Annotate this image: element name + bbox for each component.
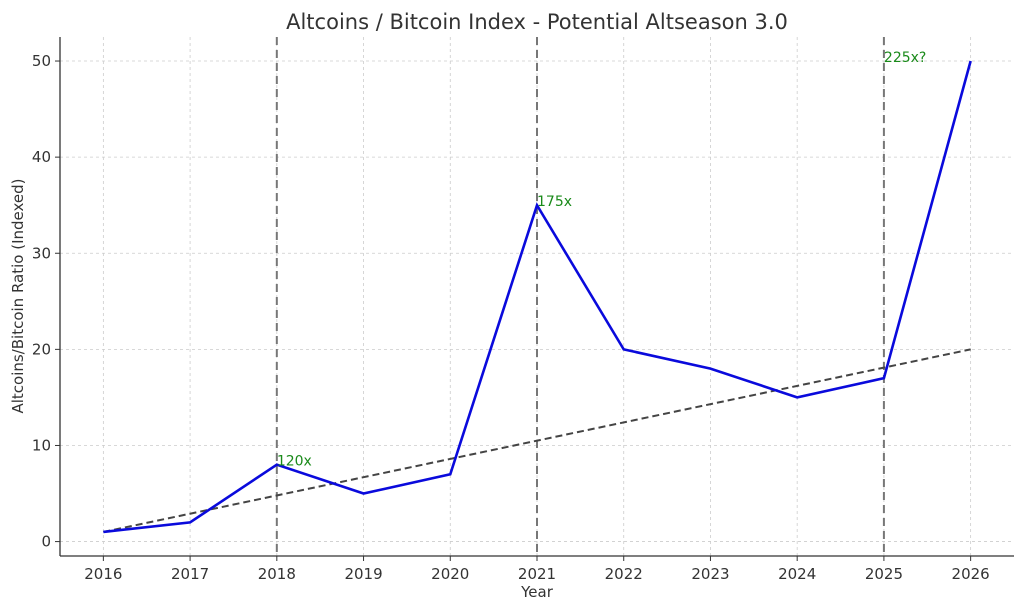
x-tick-label: 2018 xyxy=(258,565,296,583)
annotation-label: 225x? xyxy=(884,50,926,66)
x-tick-label: 2019 xyxy=(344,565,382,583)
annotations: 120x 175x 225x? xyxy=(277,50,927,470)
x-tick-label: 2023 xyxy=(691,565,729,583)
y-tick-label: 50 xyxy=(32,52,51,70)
series xyxy=(103,60,972,534)
x-tick-label: 2024 xyxy=(778,565,816,583)
x-tick-label: 2025 xyxy=(865,565,903,583)
y-tick-label: 0 xyxy=(41,533,51,551)
trend-line xyxy=(103,348,971,533)
x-tick-label: 2020 xyxy=(431,565,469,583)
annotation-label: 120x xyxy=(277,454,312,470)
y-tick-label: 40 xyxy=(32,148,51,166)
y-tick-label: 10 xyxy=(32,436,51,454)
y-tick-label: 30 xyxy=(32,244,51,262)
y-tick-label: 20 xyxy=(32,340,51,358)
x-tick-label: 2021 xyxy=(518,565,556,583)
x-ticks: 2016 2017 2018 2019 2020 2021 2022 2023 2024 2025… xyxy=(84,556,990,583)
x-tick-label: 2022 xyxy=(605,565,643,583)
grid xyxy=(60,37,1014,556)
x-tick-label: 2026 xyxy=(952,565,990,583)
x-tick-label: 2017 xyxy=(171,565,209,583)
x-axis-label: Year xyxy=(520,583,554,601)
y-ticks: 0 10 20 30 40 50 xyxy=(32,52,60,551)
x-tick-label: 2016 xyxy=(84,565,122,583)
vertical-markers xyxy=(275,37,885,556)
chart-title: Altcoins / Bitcoin Index - Potential Alt… xyxy=(286,10,788,34)
y-axis-label: Altcoins/Bitcoin Ratio (Indexed) xyxy=(9,178,27,413)
index-line xyxy=(103,60,972,534)
annotation-label: 175x xyxy=(537,194,572,210)
